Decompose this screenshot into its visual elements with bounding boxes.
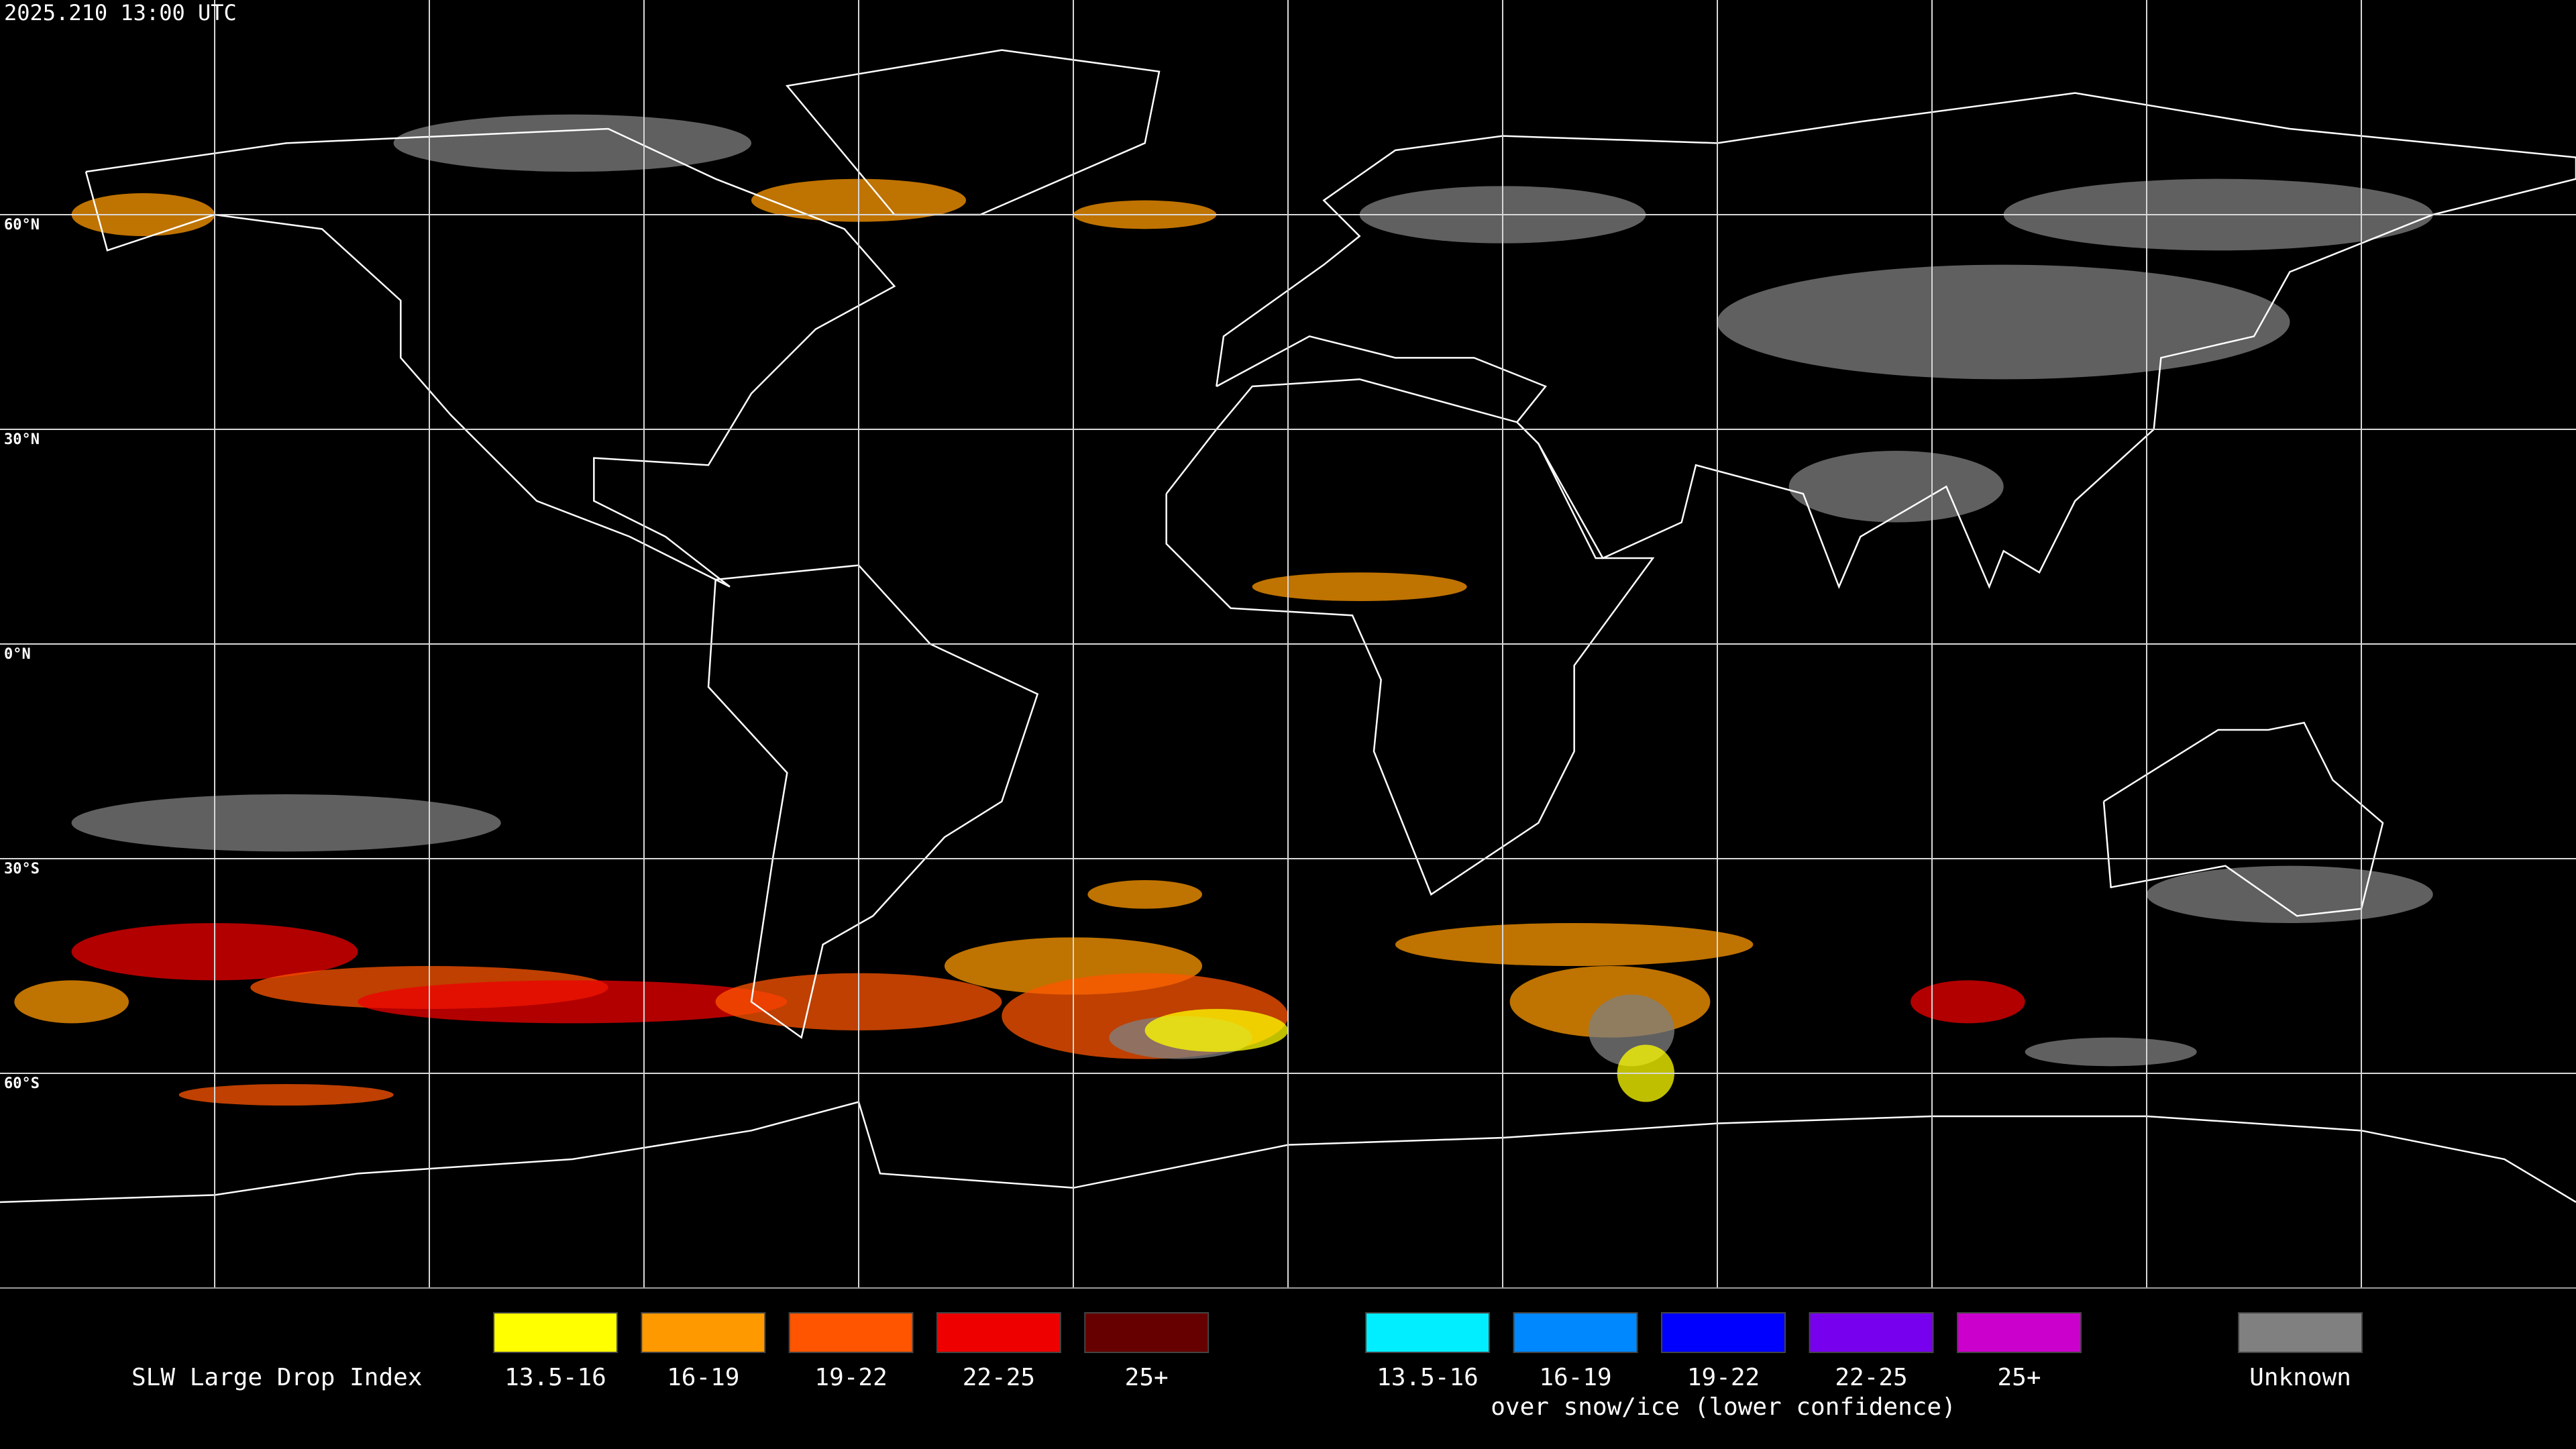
latitude-label: 30°N [4,431,40,448]
cloud-patch [2146,865,2433,924]
legend: SLW Large Drop Index 13.5-16 16-19 19-22 22-… [131,1312,2363,1421]
legend-item-swatch [788,1312,914,1353]
snow-legend-item-label: 16-19 [1539,1364,1611,1391]
cloud-patch [1910,980,2025,1024]
cloud-patch [178,1083,394,1106]
coastline [0,1101,2576,1203]
snow-legend-item-label: 22-25 [1835,1364,1907,1391]
cloud-patch [1252,572,1467,602]
cloud-patch [1144,1008,1289,1053]
legend-title: SLW Large Drop Index [131,1364,422,1391]
cloud-patch [1717,264,2290,380]
cloud-patch [1087,879,1203,909]
cloud-patch [358,980,788,1024]
unknown-legend-item-swatch [2238,1312,2363,1353]
timestamp: 2025.210 13:00 UTC [4,0,237,25]
cloud-patch [393,114,752,172]
legend-item-label: 19-22 [814,1364,887,1391]
latitude-label: 0°N [4,646,31,663]
snow-caption: over snow/ice (lower confidence) [1491,1393,1956,1421]
unknown-legend-item-label: Unknown [2249,1364,2351,1391]
legend-item-swatch [641,1312,766,1353]
snow-legend-item-swatch [1809,1312,1934,1353]
legend-item-label: 25+ [1125,1364,1169,1391]
cloud-patch [2025,1037,2197,1067]
legend-item-swatch [936,1312,1061,1353]
snow-legend-item-swatch [1661,1312,1786,1353]
cloud-patch [71,794,501,852]
legend-item-label: 13.5-16 [504,1364,606,1391]
cloud-patch [1395,922,1754,967]
coastline [2102,721,2384,917]
cloud-patch [1788,450,2004,523]
snow-legend-item-swatch [1365,1312,1490,1353]
cloud-patch [14,980,129,1024]
coastline [1165,378,1655,896]
snow-legend-item-swatch [1513,1312,1638,1353]
latitude-label: 30°S [4,861,40,877]
legend-item-swatch [493,1312,618,1353]
snow-legend-item-label: 19-22 [1687,1364,1760,1391]
legend-item-label: 22-25 [963,1364,1035,1391]
coastline [85,127,896,588]
graticule [0,0,2576,1288]
snow-legend-item-label: 13.5-16 [1377,1364,1479,1391]
coastline [707,564,1039,1039]
snow-legend-item-swatch [1957,1312,2082,1353]
latitude-label: 60°N [4,217,40,233]
latitude-label: 60°S [4,1075,40,1092]
legend-item-label: 16-19 [667,1364,739,1391]
snow-legend-item-label: 25+ [1997,1364,2041,1391]
legend-item-swatch [1084,1312,1210,1353]
